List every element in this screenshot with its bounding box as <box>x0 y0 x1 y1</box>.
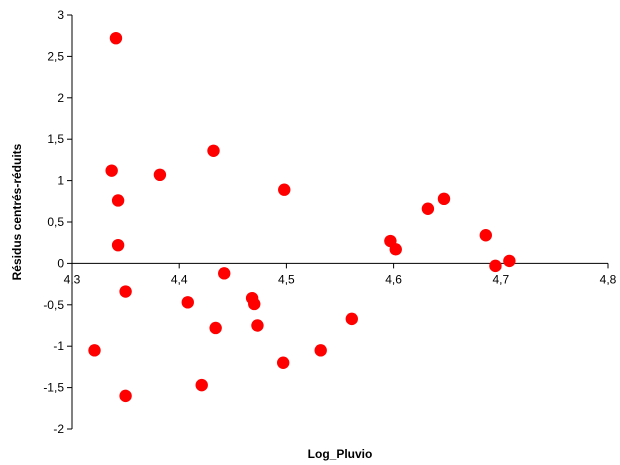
x-tick-label: 4,4 <box>171 272 188 286</box>
data-point <box>111 238 125 252</box>
data-point <box>153 168 167 182</box>
data-point <box>437 192 451 206</box>
x-tick-label: 4,6 <box>385 272 402 286</box>
data-point <box>489 259 502 273</box>
data-point <box>111 194 125 207</box>
data-point <box>421 202 435 215</box>
data-point <box>119 285 132 298</box>
y-tick-label: 1 <box>57 174 64 188</box>
data-point <box>181 296 194 309</box>
data-point <box>195 378 208 392</box>
y-tick-labels: 3 2,5 2 1,5 1 0,5 0 -0,5 -1 -1,5 -2 <box>43 8 64 436</box>
data-point <box>209 321 222 335</box>
y-tick-label: 3 <box>57 8 64 22</box>
x-tick-label: 4,3 <box>64 272 81 286</box>
x-axis-title: Log_Pluvio <box>308 447 373 461</box>
data-point <box>105 164 118 177</box>
y-tick-label: -0,5 <box>43 298 64 312</box>
data-point <box>503 254 516 268</box>
x-tick-labels: 4,3 4,4 4,5 4,6 4,7 4,8 <box>64 272 617 286</box>
data-point <box>251 319 264 332</box>
y-tick-label: -2 <box>53 422 64 436</box>
data-point <box>389 243 402 256</box>
data-point <box>278 183 291 196</box>
data-point <box>109 31 123 45</box>
y-tick-label: 2 <box>57 91 64 105</box>
data-point <box>479 229 492 242</box>
y-axis-title: Résidus centrés-réduits <box>10 143 24 280</box>
y-tick-label: -1 <box>53 339 64 353</box>
y-tick-label: 2,5 <box>47 49 64 63</box>
data-point <box>207 144 220 157</box>
axes <box>67 14 609 430</box>
data-point <box>119 389 132 403</box>
y-tick-label: 0 <box>57 256 64 270</box>
data-point <box>88 344 101 357</box>
data-point <box>218 267 231 280</box>
data-point <box>345 312 358 326</box>
data-point <box>248 297 261 311</box>
data-point <box>314 344 327 357</box>
x-tick-label: 4,7 <box>492 272 509 286</box>
x-tick-label: 4,5 <box>278 272 295 286</box>
data-point <box>276 356 290 369</box>
x-tick-label: 4,8 <box>600 272 617 286</box>
y-tick-label: 0,5 <box>47 215 64 229</box>
y-tick-label: 1,5 <box>47 132 64 146</box>
data-points <box>88 31 516 403</box>
y-tick-label: -1,5 <box>43 381 64 395</box>
